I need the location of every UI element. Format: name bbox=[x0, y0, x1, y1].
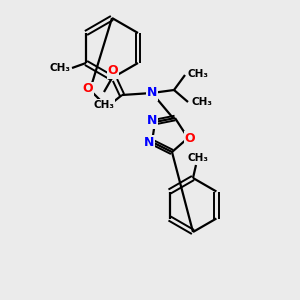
Text: N: N bbox=[147, 86, 157, 100]
Text: O: O bbox=[83, 82, 93, 95]
Text: O: O bbox=[185, 131, 195, 145]
Text: CH₃: CH₃ bbox=[49, 63, 70, 73]
Text: N: N bbox=[144, 136, 154, 148]
Text: CH₃: CH₃ bbox=[188, 69, 209, 79]
Text: CH₃: CH₃ bbox=[188, 153, 208, 163]
Text: O: O bbox=[108, 64, 118, 77]
Text: CH₃: CH₃ bbox=[94, 100, 115, 110]
Text: N: N bbox=[147, 115, 157, 128]
Text: CH₃: CH₃ bbox=[191, 97, 212, 107]
